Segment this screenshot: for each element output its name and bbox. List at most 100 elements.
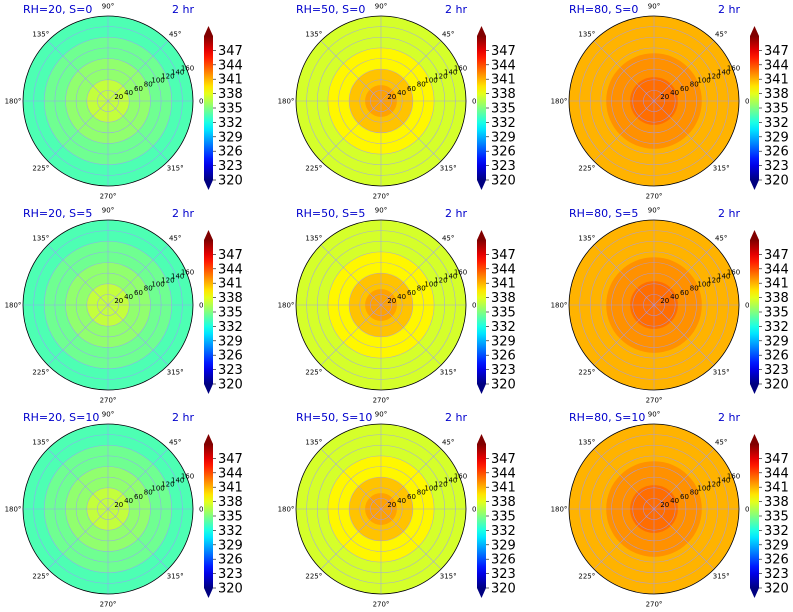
colorbar-tick-label: 323 — [218, 567, 243, 582]
colorbar-tick-label: 320 — [764, 582, 789, 597]
angle-label: 0° — [472, 506, 480, 514]
polar-panel: 90°45°0°315°270°225°180°135°204060801001… — [5, 411, 243, 609]
radial-label: 160 — [181, 64, 194, 72]
radial-label: 140 — [444, 69, 457, 77]
radial-label: 20 — [660, 501, 669, 509]
colorbar — [204, 444, 213, 588]
colorbar-tick-label: 338 — [218, 87, 243, 102]
radial-label: 20 — [387, 93, 396, 101]
angle-label: 45° — [715, 234, 727, 242]
grid-spoke — [320, 448, 382, 510]
colorbar-max-arrow — [750, 230, 759, 240]
colorbar-min-arrow — [477, 180, 486, 190]
angle-label: 90° — [648, 3, 660, 11]
colorbar-tick-label: 347 — [491, 44, 516, 59]
angle-label: 0° — [472, 302, 480, 310]
colorbar-tick-label: 332 — [491, 116, 516, 131]
radial-label: 140 — [444, 477, 457, 485]
radial-label: 60 — [680, 289, 689, 297]
colorbar-tick-label: 323 — [491, 567, 516, 582]
grid-spoke — [380, 508, 442, 570]
angle-label: 315° — [167, 165, 184, 173]
radial-label: 120 — [161, 481, 174, 489]
colorbar-tick-label: 323 — [218, 159, 243, 174]
radial-label: 20 — [114, 297, 123, 305]
angle-label: 45° — [442, 438, 454, 446]
grid-spoke — [107, 100, 169, 162]
polar-panel: 90°45°0°315°270°225°180°135°204060801001… — [278, 207, 516, 405]
grid-spoke — [47, 508, 109, 570]
angle-label: 315° — [713, 165, 730, 173]
radial-label: 160 — [727, 64, 740, 72]
colorbar-max-arrow — [204, 434, 213, 444]
angle-label: 225° — [305, 369, 322, 377]
colorbar-tick-label: 320 — [491, 174, 516, 189]
angle-label: 135° — [305, 30, 322, 38]
colorbar-tick-label: 323 — [764, 159, 789, 174]
angle-label: 270° — [373, 193, 390, 201]
panel-time-label: 2 hr — [172, 207, 194, 220]
colorbar-tick-label: 326 — [491, 145, 516, 160]
radial-label: 120 — [161, 277, 174, 285]
angle-label: 270° — [100, 193, 117, 201]
radial-label: 40 — [397, 497, 406, 505]
grid-spoke — [380, 100, 442, 162]
colorbar-tick-label: 320 — [491, 582, 516, 597]
colorbar-tick-label: 344 — [764, 262, 789, 277]
colorbar-tick-label: 338 — [218, 291, 243, 306]
radial-label: 100 — [697, 77, 710, 85]
angle-label: 315° — [167, 369, 184, 377]
polar-outline — [568, 423, 740, 595]
radial-label: 160 — [181, 268, 194, 276]
colorbar-max-arrow — [477, 26, 486, 36]
panel-time-label: 2 hr — [718, 3, 740, 16]
angle-label: 225° — [32, 369, 49, 377]
colorbar-tick-label: 335 — [218, 510, 243, 525]
colorbar-tick-label: 338 — [218, 495, 243, 510]
radial-label: 80 — [417, 285, 426, 293]
colorbar-tick-label: 341 — [218, 481, 243, 496]
angle-label: 45° — [442, 234, 454, 242]
radial-label: 40 — [397, 293, 406, 301]
colorbar-max-arrow — [204, 230, 213, 240]
grid-spoke — [593, 304, 655, 366]
grid-spoke — [653, 244, 715, 306]
polar-outline — [22, 15, 194, 187]
colorbar-max-arrow — [477, 230, 486, 240]
radial-label: 40 — [124, 497, 133, 505]
colorbar-tick-label: 338 — [764, 87, 789, 102]
angle-label: 135° — [32, 438, 49, 446]
colorbar-tick-label: 341 — [218, 73, 243, 88]
colorbar-tick-label: 344 — [218, 466, 243, 481]
radial-label: 20 — [387, 297, 396, 305]
radial-label: 100 — [424, 77, 437, 85]
colorbar-tick-label: 347 — [491, 248, 516, 263]
radial-label: 100 — [151, 281, 164, 289]
angle-label: 90° — [375, 207, 387, 215]
angle-label: 90° — [375, 411, 387, 419]
grid-spoke — [653, 304, 715, 366]
colorbar-tick-label: 338 — [764, 495, 789, 510]
colorbar-max-arrow — [204, 26, 213, 36]
angle-label: 180° — [551, 506, 568, 514]
colorbar-tick-label: 329 — [218, 334, 243, 349]
radial-label: 140 — [444, 273, 457, 281]
angle-label: 180° — [5, 302, 22, 310]
polar-panel: 90°45°0°315°270°225°180°135°204060801001… — [278, 3, 516, 201]
colorbar-tick-label: 329 — [218, 538, 243, 553]
angle-label: 135° — [305, 438, 322, 446]
polar-outline — [22, 219, 194, 391]
radial-label: 120 — [707, 277, 720, 285]
colorbar-tick-label: 326 — [764, 349, 789, 364]
colorbar — [204, 36, 213, 180]
colorbar-min-arrow — [477, 384, 486, 394]
grid-spoke — [320, 508, 382, 570]
colorbar-tick-label: 323 — [764, 363, 789, 378]
colorbar-max-arrow — [750, 26, 759, 36]
colorbar-tick-label: 326 — [491, 553, 516, 568]
colorbar-tick-label: 335 — [764, 102, 789, 117]
radial-label: 100 — [697, 281, 710, 289]
colorbar-tick-label: 347 — [218, 44, 243, 59]
angle-label: 90° — [102, 3, 114, 11]
colorbar-tick-label: 338 — [491, 291, 516, 306]
